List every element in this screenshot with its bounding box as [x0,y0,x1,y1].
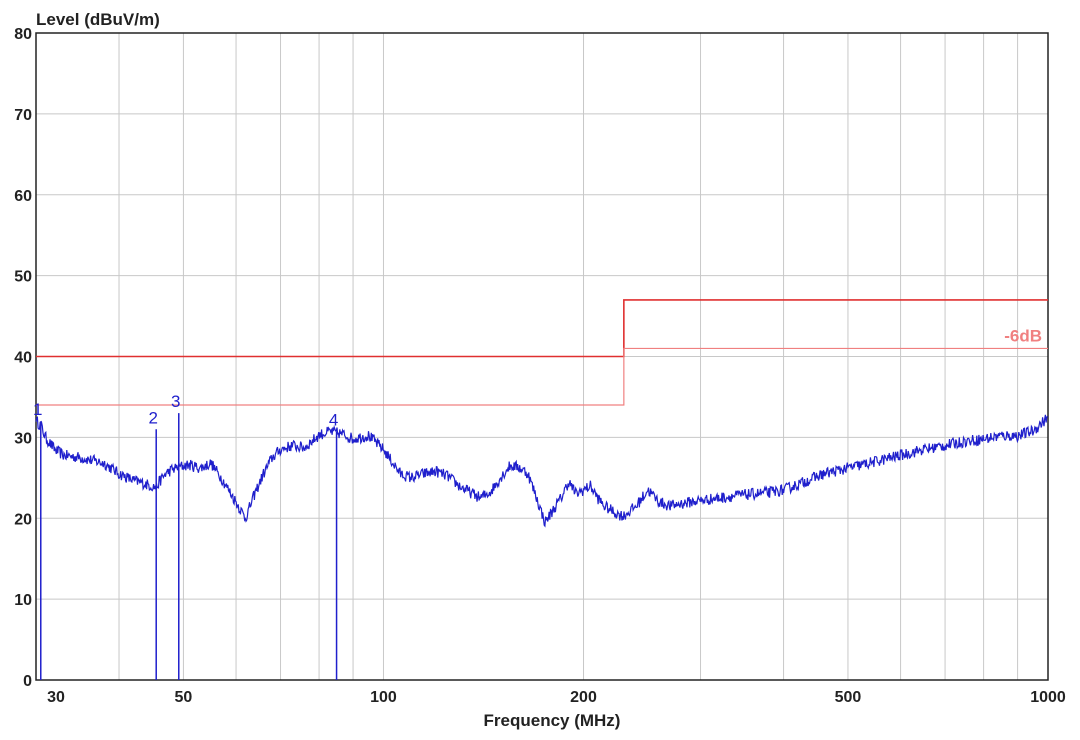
x-tick-label: 100 [370,689,397,706]
x-tick-label: 50 [175,689,193,706]
y-tick-label: 60 [14,188,32,205]
y-tick-label: 70 [14,107,32,124]
y-tick-label: 80 [14,26,32,43]
y-tick-label: 40 [14,350,32,367]
x-tick-label: 1000 [1030,689,1066,706]
peak-markers: 1 23 4 [33,392,338,680]
emission-trace [35,414,1048,528]
axis-ticks: 0 10 20 30 40 50 60 70 80 30 50 100 200 500 1000 [14,26,1066,706]
marker-label: 3 [171,392,180,411]
x-tick-label: 30 [47,689,65,706]
y-tick-label: 20 [14,511,32,528]
x-tick-label: 200 [570,689,597,706]
limit-line [36,299,1048,358]
marker-label: 1 [33,400,42,419]
y-tick-label: 50 [14,269,32,286]
limit-lines [36,299,1048,406]
y-tick-label: 30 [14,430,32,447]
margin-line-label: -6dB [1004,326,1042,345]
y-axis-title: Level (dBuV/m) [36,10,160,29]
marker-label: 4 [329,411,338,430]
y-tick-label: 10 [14,592,32,609]
marker-label: 2 [148,408,157,427]
margin-line [36,347,1048,406]
y-tick-label: 0 [23,673,32,690]
x-tick-label: 500 [835,689,862,706]
x-axis-title: Frequency (MHz) [484,711,621,730]
